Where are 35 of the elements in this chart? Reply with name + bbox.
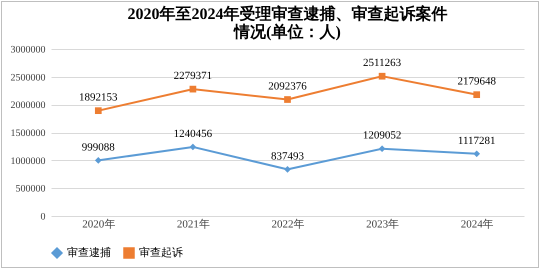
data-label: 837493 <box>271 150 304 162</box>
y-tick-label: 0 <box>40 212 46 222</box>
y-tick-label: 2500000 <box>10 72 46 84</box>
point <box>473 150 480 158</box>
point <box>284 166 291 173</box>
point <box>378 72 386 80</box>
point <box>190 144 196 150</box>
point <box>94 157 102 164</box>
point <box>190 86 196 92</box>
data-label: 1240456 <box>174 128 213 140</box>
x-tick-label: 2024年 <box>460 218 494 230</box>
y-tick-label: 1500000 <box>10 128 46 139</box>
y-tick-label: 3000000 <box>10 44 46 56</box>
data-label: 2511263 <box>363 57 402 70</box>
data-label: 2179648 <box>457 76 496 88</box>
y-tick-label: 1000000 <box>10 156 46 167</box>
data-label: 1209052 <box>362 130 402 142</box>
legend-label: 审查逮捕 <box>67 246 111 259</box>
y-tick-label: 2000000 <box>10 100 46 112</box>
chart-title: 2020年至2024年受理审查逮捕、审查起诉案件情况(单位：人) <box>128 4 448 41</box>
y-tick-label: 500000 <box>16 184 46 195</box>
data-label: 2092376 <box>268 80 308 93</box>
data-label: 1117281 <box>458 134 496 147</box>
point <box>94 107 102 114</box>
point <box>378 145 386 152</box>
x-tick-label: 2020年 <box>82 218 116 230</box>
legend-label: 审查起诉 <box>139 246 183 259</box>
x-tick-label: 2021年 <box>176 218 210 230</box>
data-label: 2279371 <box>174 70 212 82</box>
point <box>473 91 480 98</box>
x-tick-label: 2023年 <box>366 218 400 230</box>
data-label: 999088 <box>82 141 116 154</box>
x-tick-label: 2022年 <box>272 218 304 230</box>
data-label: 1892153 <box>79 92 118 104</box>
point <box>284 96 291 103</box>
